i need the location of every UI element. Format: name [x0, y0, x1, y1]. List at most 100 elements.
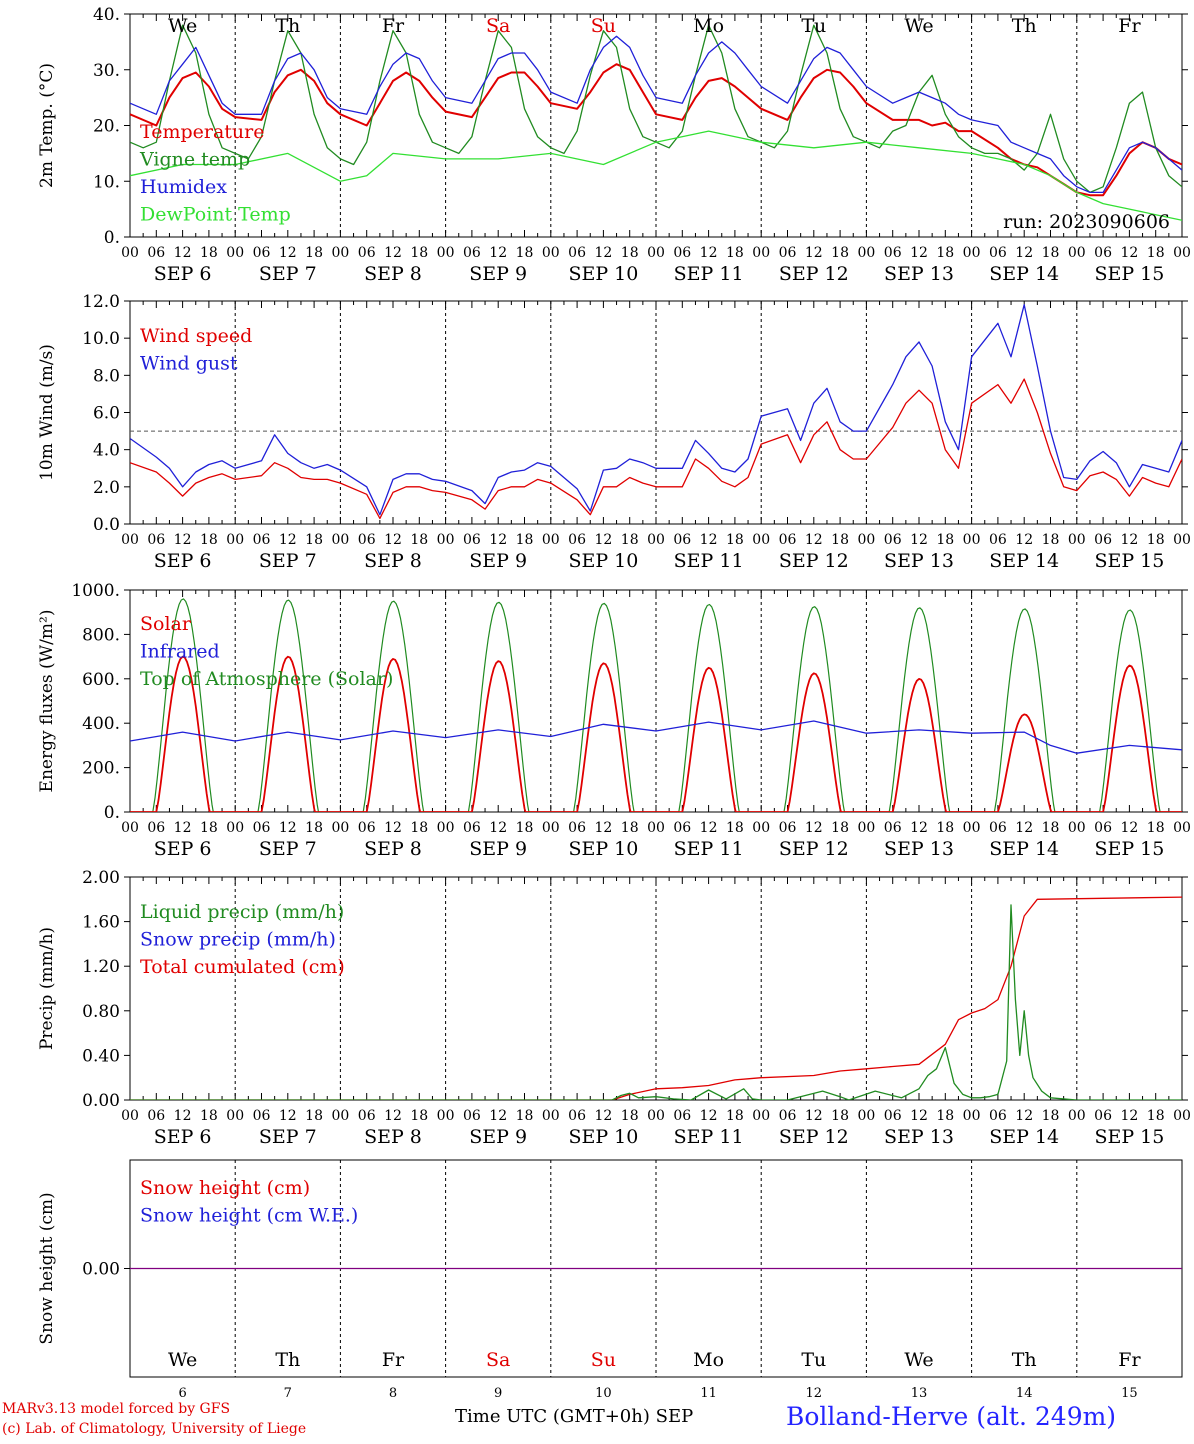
hour-tick-label: 18: [936, 532, 954, 548]
hour-tick-label: 18: [516, 245, 534, 261]
hour-tick-label: 12: [594, 245, 612, 261]
hour-tick-label: 00: [437, 245, 455, 261]
hour-tick-label: 12: [700, 532, 718, 548]
hour-tick-label: 00: [752, 532, 770, 548]
hour-tick-label: 00: [647, 820, 665, 836]
day-number-label: 7: [284, 1386, 292, 1401]
hour-tick-label: 00: [437, 1108, 455, 1124]
panel-energy: 00 06 12 18 00 06 12 18 00 06 12 18 00 06 12 18 00 06 12 18…: [37, 581, 1191, 860]
date-label: SEP 12: [779, 1126, 849, 1148]
y-axis-label: 10m Wind (m/s): [37, 344, 57, 481]
legend-entry: Top of Atmosphere (Solar): [140, 668, 393, 690]
y-tick-label: 8.0: [93, 366, 120, 386]
hour-tick-label: 18: [200, 245, 218, 261]
y-tick-label: 1000.: [71, 581, 120, 601]
legend-entry: DewPoint Temp: [140, 204, 291, 226]
legend-entry: Wind gust: [140, 353, 238, 375]
hour-tick-label: 18: [1042, 532, 1060, 548]
hour-tick-label: 06: [1094, 1108, 1112, 1124]
hour-tick-label: 18: [200, 1108, 218, 1124]
hour-tick-label: 00: [752, 1108, 770, 1124]
weekday-label: We: [904, 15, 933, 37]
hour-tick-label: 06: [253, 245, 271, 261]
weekday-label: We: [168, 15, 197, 37]
hour-tick-label: 12: [279, 1108, 297, 1124]
panel-precip: 00 06 12 18 00 06 12 18 00 06 12 18 00 06 12 18 00 06 12 18…: [37, 868, 1191, 1148]
y-tick-label: 600.: [82, 670, 120, 690]
day-number-label: 13: [911, 1386, 928, 1401]
hour-tick-label: 18: [305, 532, 323, 548]
hour-tick-label: 00: [857, 1108, 875, 1124]
hour-tick-label: 06: [989, 532, 1007, 548]
hour-tick-label: 00: [121, 820, 139, 836]
hour-tick-label: 12: [384, 1108, 402, 1124]
day-number-label: 8: [389, 1386, 397, 1401]
hour-tick-label: 00: [542, 532, 560, 548]
hour-tick-label: 06: [568, 820, 586, 836]
y-tick-label: 6.0: [93, 404, 120, 424]
hour-tick-label: 06: [989, 245, 1007, 261]
hour-tick-label: 18: [936, 245, 954, 261]
hour-tick-label: 06: [989, 1108, 1007, 1124]
hour-tick-label: 12: [910, 532, 928, 548]
day-number-label: 6: [178, 1386, 186, 1401]
hour-tick-label: 06: [568, 1108, 586, 1124]
series-line-total-cumulated-cm-: [130, 896, 1182, 1100]
hour-tick-label: 00: [121, 1108, 139, 1124]
weekday-label: Tu: [801, 15, 826, 37]
hour-tick-label: 18: [621, 532, 639, 548]
date-label: SEP 7: [259, 550, 317, 572]
station-title: Bolland-Herve (alt. 249m): [786, 1402, 1117, 1431]
y-tick-label: 10.0: [82, 329, 120, 349]
hour-tick-label: 06: [463, 1108, 481, 1124]
y-axis-label: Precip (mm/h): [37, 927, 57, 1050]
legend-entry: Snow precip (mm/h): [140, 929, 336, 951]
hour-tick-label: 00: [963, 820, 981, 836]
legend-entry: Temperature: [140, 121, 264, 143]
hour-tick-label: 18: [410, 532, 428, 548]
hour-tick-label: 18: [621, 1108, 639, 1124]
hour-tick-label: 06: [884, 245, 902, 261]
hour-tick-label: 18: [1042, 820, 1060, 836]
hour-tick-label: 00: [963, 245, 981, 261]
y-tick-label: 0.00: [82, 1091, 120, 1111]
hour-tick-label: 18: [305, 1108, 323, 1124]
hour-tick-label: 12: [1120, 245, 1138, 261]
hour-tick-label: 12: [805, 532, 823, 548]
hour-tick-label: 12: [805, 1108, 823, 1124]
hour-tick-label: 12: [1015, 245, 1033, 261]
hour-tick-label: 18: [1042, 1108, 1060, 1124]
hour-tick-label: 00: [1173, 820, 1191, 836]
date-label: SEP 9: [469, 838, 527, 860]
hour-tick-label: 18: [831, 245, 849, 261]
series-line-infrared: [130, 720, 1182, 754]
solar-line: [130, 655, 1182, 812]
hour-tick-label: 00: [226, 820, 244, 836]
hour-tick-label: 06: [358, 820, 376, 836]
date-label: SEP 10: [568, 838, 638, 860]
hour-tick-label: 18: [200, 820, 218, 836]
weekday-label: Th: [1012, 15, 1037, 37]
hour-tick-label: 06: [673, 820, 691, 836]
y-axis-label: 2m Temp. (°C): [37, 63, 57, 188]
weekday-label: Mo: [693, 15, 724, 37]
hour-tick-label: 06: [673, 245, 691, 261]
hour-tick-label: 00: [647, 532, 665, 548]
hour-tick-label: 00: [1173, 532, 1191, 548]
hour-tick-label: 06: [568, 532, 586, 548]
hour-tick-label: 12: [594, 532, 612, 548]
weekday-label: Fr: [382, 15, 405, 37]
hour-tick-label: 00: [752, 820, 770, 836]
date-label: SEP 11: [674, 1126, 744, 1148]
hour-tick-label: 00: [226, 532, 244, 548]
series-group: [130, 896, 1182, 1100]
date-label: SEP 15: [1094, 263, 1164, 285]
hour-tick-label: 18: [410, 245, 428, 261]
hour-tick-label: 18: [831, 532, 849, 548]
date-label: SEP 15: [1094, 1126, 1164, 1148]
time-axis-month: SEP: [655, 1406, 694, 1427]
hour-tick-label: 18: [831, 820, 849, 836]
date-label: SEP 13: [884, 1126, 954, 1148]
hour-tick-label: 00: [331, 1108, 349, 1124]
time-axis-label: Time UTC (GMT+0h) SEP: [455, 1406, 693, 1427]
